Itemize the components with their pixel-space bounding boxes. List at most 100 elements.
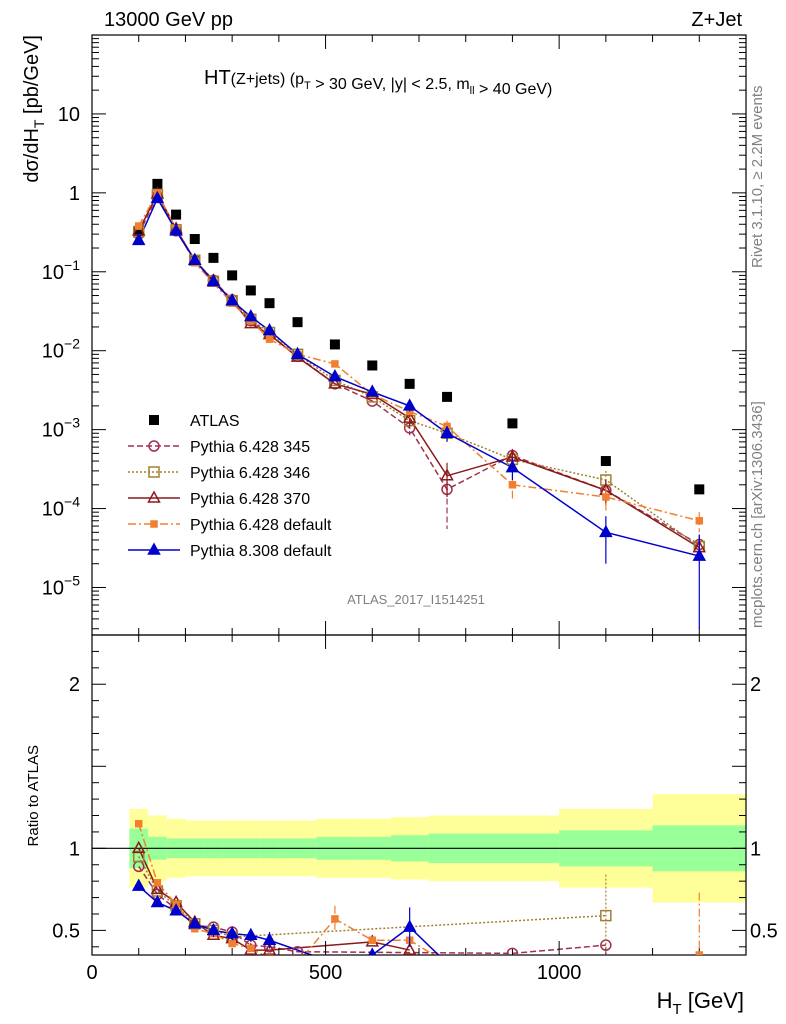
legend-entry-2: Pythia 6.428 346 (128, 465, 310, 482)
ratio-y-tick-label-right: 2 (750, 674, 761, 696)
ratio-point (134, 819, 143, 828)
legend-label: ATLAS (190, 413, 240, 430)
ratio-data-points (131, 819, 704, 955)
ratio-point (188, 916, 202, 929)
ratio-y-tick-label-right: 1 (750, 838, 761, 860)
y-axis-label-ratio: Ratio to ATLAS (25, 745, 42, 846)
legend-marker (147, 490, 161, 503)
data-point (402, 410, 417, 423)
ratio-point (402, 919, 417, 932)
data-point (188, 252, 202, 265)
data-point (133, 225, 144, 236)
ratio-line-2 (138, 848, 410, 951)
ratio-point (291, 945, 304, 955)
y-tick-label: 10−5 (42, 572, 80, 599)
data-point (328, 376, 342, 389)
data-point (265, 335, 274, 343)
data-point (244, 309, 258, 322)
legend-label: Pythia 6.428 345 (190, 439, 310, 456)
data-point (329, 339, 340, 350)
header-right: Z+Jet (691, 9, 742, 31)
data-point (189, 234, 200, 245)
ratio-point (169, 903, 183, 916)
data-point (505, 460, 520, 473)
legend-label: Pythia 6.428 370 (190, 491, 310, 508)
data-point (602, 493, 610, 501)
legend-label: Pythia 6.428 346 (190, 465, 310, 482)
legend-entry-4: Pythia 6.428 default (128, 517, 332, 534)
legend-entry-0: ATLAS (149, 413, 240, 430)
data-point (694, 484, 705, 495)
y-axis-label-main: dσ/dHT [pb/GeV] (21, 35, 47, 183)
ratio-y-tick-label: 0.5 (52, 920, 80, 942)
data-point (262, 322, 277, 336)
y-tick-label: 10−4 (42, 494, 80, 521)
legend-marker (147, 542, 161, 555)
y-tick-label: 10−1 (42, 257, 80, 284)
legend-label: Pythia 6.428 default (190, 517, 332, 534)
y-tick-label: 10−3 (42, 415, 80, 442)
data-point (404, 378, 415, 389)
legend-marker (148, 466, 160, 478)
rivet-version-label: Rivet 3.1.10, ≥ 2.2M events (749, 86, 766, 269)
ratio-point (265, 954, 274, 955)
legend: ATLAS Pythia 6.428 345 Pythia 6.428 346 Pyt… (128, 413, 332, 560)
ratio-point (244, 927, 258, 941)
legend-entry-1: Pythia 6.428 345 (128, 439, 310, 456)
data-point (695, 517, 704, 525)
y-tick-label: 10−2 (42, 336, 80, 363)
data-point (134, 222, 143, 230)
axis-tick-labels: 0 500 1000 10 1 10−1 10−2 10−3 10−4 10−5 0.5 0.5 1 1 2… (42, 104, 778, 984)
x-tick-label: 500 (309, 962, 342, 984)
ratio-point (225, 926, 239, 939)
legend-marker (150, 520, 158, 528)
data-point (131, 232, 146, 246)
data-point (440, 468, 454, 481)
data-point (264, 298, 275, 309)
data-point (290, 346, 305, 360)
ratio-point (402, 942, 417, 955)
ratio-y-tick-label-right: 0.5 (750, 920, 778, 942)
ratio-point (131, 878, 146, 891)
data-point (208, 252, 219, 263)
ratio-y-tick-label: 2 (69, 674, 80, 696)
ratio-y-tick-label: 1 (69, 838, 80, 860)
y-tick-label: 1 (69, 183, 80, 205)
data-point (225, 293, 239, 306)
data-point (227, 270, 238, 281)
legend-marker (149, 415, 159, 425)
ratio-point (206, 922, 221, 936)
data-point (206, 274, 221, 287)
data-point (508, 481, 517, 489)
legend-label: Pythia 8.308 default (190, 543, 332, 560)
mcplots-label: mcplots.cern.ch [arXiv:1306.3436] (749, 401, 766, 628)
x-tick-label: 0 (86, 962, 97, 984)
data-point (150, 190, 165, 204)
ratio-point (228, 939, 236, 948)
axis-ticks (91, 35, 747, 955)
data-point (440, 425, 454, 438)
legend-entry-5: Pythia 8.308 default (128, 542, 332, 560)
ratio-point (331, 915, 339, 923)
ratio-point (262, 932, 277, 945)
header-left: 13000 GeV pp (104, 9, 233, 31)
data-point (171, 209, 182, 220)
ratio-point (695, 951, 704, 955)
y-tick-label: 10 (58, 104, 80, 126)
ratio-point (368, 947, 377, 955)
data-point (367, 360, 378, 371)
analysis-watermark: ATLAS_2017_I1514251 (347, 592, 485, 607)
legend-marker (148, 440, 160, 452)
data-point (292, 317, 303, 328)
ratio-point (150, 894, 165, 908)
x-tick-label: 1000 (537, 962, 582, 984)
data-point (600, 456, 611, 467)
ratio-point (368, 936, 377, 944)
ratio-point (600, 909, 612, 922)
ratio-point (191, 924, 199, 933)
plot-title: HT(Z+jets) (pT > 30 GeV, |y| < 2.5, mll … (204, 67, 552, 98)
legend-entry-3: Pythia 6.428 370 (128, 490, 310, 508)
data-point (152, 178, 163, 189)
data-point (328, 369, 342, 382)
